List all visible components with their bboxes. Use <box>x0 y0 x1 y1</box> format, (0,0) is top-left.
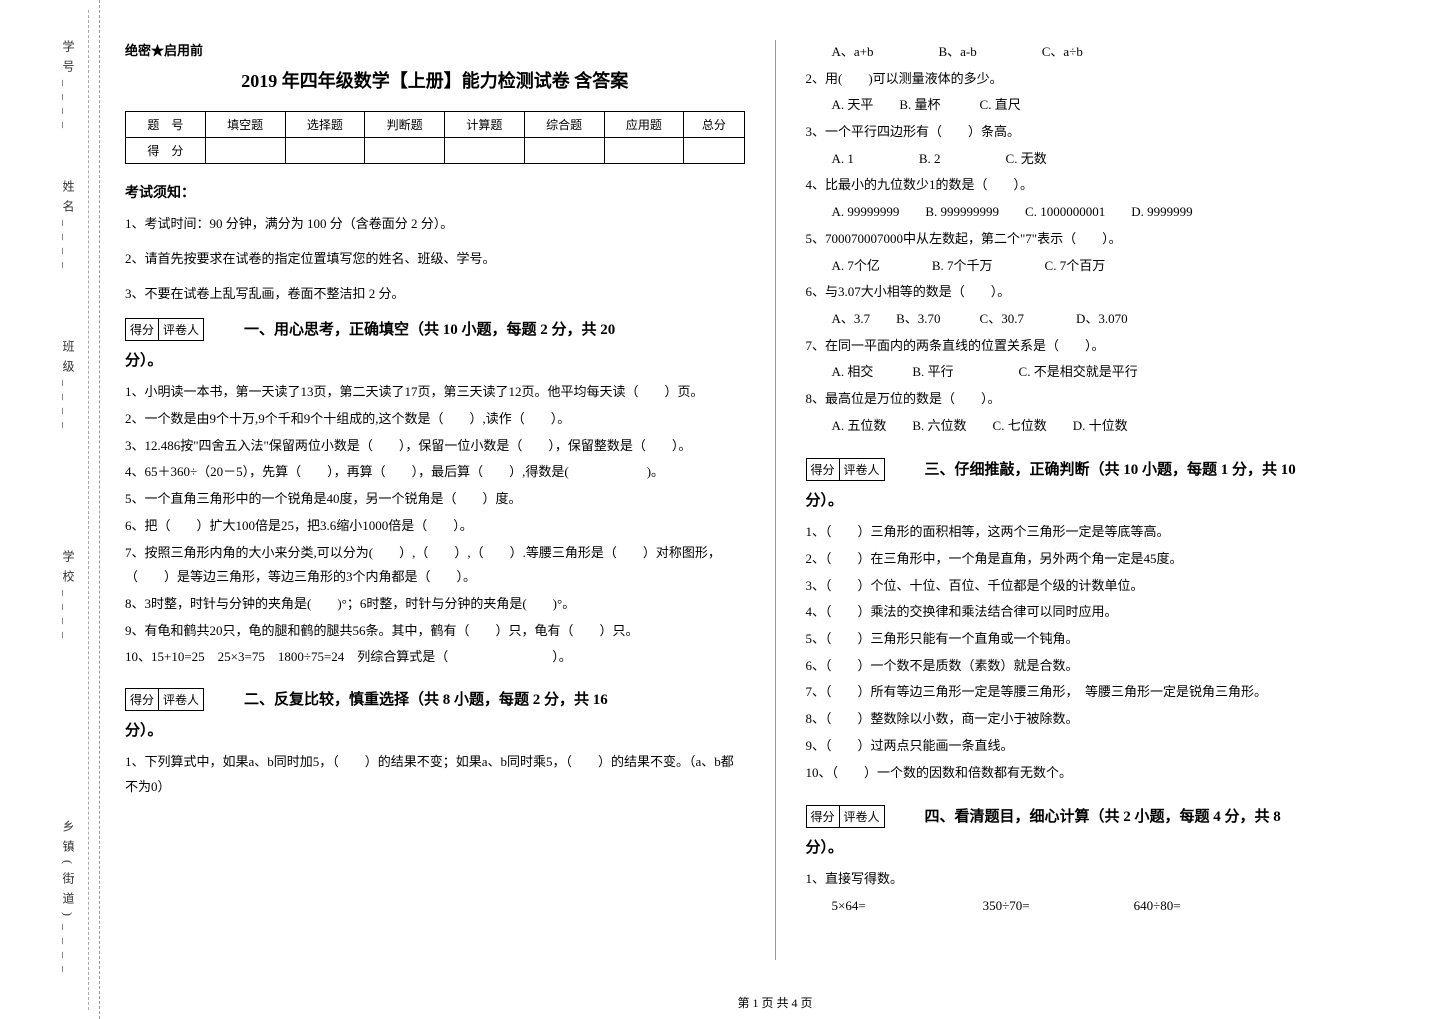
q3-4: 4、（ ）乘法的交换律和乘法结合律可以同时应用。 <box>806 600 1426 625</box>
score-box-left: 得分 <box>126 319 159 340</box>
column-divider <box>775 40 776 960</box>
left-column: 绝密★启用前 2019 年四年级数学【上册】能力检测试卷 含答案 题 号 填空题… <box>125 40 745 960</box>
sidebar-label-id: 学号____ <box>60 40 77 136</box>
q3-1: 1、（ ）三角形的面积相等，这两个三角形一定是等底等高。 <box>806 520 1426 545</box>
section-4-header: 得分 评卷人 四、看清题目，细心计算（共 2 小题，每题 4 分，共 8 <box>806 805 1426 828</box>
score-box-right: 评卷人 <box>159 689 203 710</box>
section-2-header: 得分 评卷人 二、反复比较，慎重选择（共 8 小题，每题 2 分，共 16 <box>125 688 745 711</box>
q2-3-options: A. 1 B. 2 C. 无数 <box>806 147 1426 172</box>
sidebar-label-class: 班级____ <box>60 340 77 436</box>
score-box-left: 得分 <box>807 459 840 480</box>
q3-6: 6、（ ）一个数不是质数（素数）就是合数。 <box>806 654 1426 679</box>
section-1-sub: 分）。 <box>125 349 745 370</box>
q1-1: 1、小明读一本书，第一天读了13页，第二天读了17页，第三天读了12页。他平均每… <box>125 380 745 405</box>
score-header: 综合题 <box>524 112 604 138</box>
score-cell <box>205 138 285 164</box>
score-box: 得分 评卷人 <box>125 318 204 341</box>
sidebar-label-town: 乡镇(街道)____ <box>60 820 77 980</box>
section-3-title: 三、仔细推敲，正确判断（共 10 小题，每题 1 分，共 10 <box>925 458 1425 479</box>
q1-10: 10、15+10=25 25×3=75 1800÷75=24 列综合算式是（ ）… <box>125 645 745 670</box>
section-4-sub: 分）。 <box>806 836 1426 857</box>
score-box-right: 评卷人 <box>840 806 884 827</box>
notice-item: 1、考试时间：90 分钟，满分为 100 分（含卷面分 2 分）。 <box>125 214 745 235</box>
notice-title: 考试须知： <box>125 182 745 202</box>
q4-1: 1、直接写得数。 <box>806 867 1426 892</box>
q2-3: 3、一个平行四边形有（ ）条高。 <box>806 120 1426 145</box>
q2-1-options: A、a+b B、a-b C、a÷b <box>806 40 1426 65</box>
score-box-left: 得分 <box>126 689 159 710</box>
section-4-title: 四、看清题目，细心计算（共 2 小题，每题 4 分，共 8 <box>925 805 1425 826</box>
q1-2: 2、一个数是由9个十万,9个千和9个十组成的,这个数是（ ）,读作（ ）。 <box>125 407 745 432</box>
q2-5-options: A. 7个亿 B. 7个千万 C. 7个百万 <box>806 254 1426 279</box>
q3-9: 9、（ ）过两点只能画一条直线。 <box>806 734 1426 759</box>
q3-8: 8、（ ）整数除以小数，商一定小于被除数。 <box>806 707 1426 732</box>
q2-2: 2、用( )可以测量液体的多少。 <box>806 67 1426 92</box>
sidebar-label-name: 姓名____ <box>60 180 77 276</box>
section-1-header: 得分 评卷人 一、用心思考，正确填空（共 10 小题，每题 2 分，共 20 <box>125 318 745 341</box>
q2-5: 5、700070007000中从左数起，第二个"7"表示（ ）。 <box>806 227 1426 252</box>
score-cell <box>445 138 525 164</box>
score-header: 选择题 <box>285 112 365 138</box>
q2-7-options: A. 相交 B. 平行 C. 不是相交就是平行 <box>806 360 1426 385</box>
q3-5: 5、（ ）三角形只能有一个直角或一个钝角。 <box>806 627 1426 652</box>
q1-5: 5、一个直角三角形中的一个锐角是40度，另一个锐角是（ ）度。 <box>125 487 745 512</box>
score-cell <box>365 138 445 164</box>
score-cell <box>604 138 684 164</box>
score-box: 得分 评卷人 <box>806 805 885 828</box>
score-cell <box>285 138 365 164</box>
fold-line <box>88 10 89 1010</box>
q2-6: 6、与3.07大小相等的数是（ ）。 <box>806 280 1426 305</box>
exam-page: 绝密★启用前 2019 年四年级数学【上册】能力检测试卷 含答案 题 号 填空题… <box>105 0 1445 1019</box>
q2-8: 8、最高位是万位的数是（ ）。 <box>806 387 1426 412</box>
section-2-sub: 分）。 <box>125 719 745 740</box>
score-cell <box>684 138 744 164</box>
section-1-title: 一、用心思考，正确填空（共 10 小题，每题 2 分，共 20 <box>244 318 744 339</box>
score-box: 得分 评卷人 <box>125 688 204 711</box>
section-3-sub: 分）。 <box>806 489 1426 510</box>
q1-6: 6、把（ ）扩大100倍是25，把3.6缩小1000倍是（ ）。 <box>125 514 745 539</box>
page-footer: 第 1 页 共 4 页 <box>105 994 1445 1011</box>
score-header: 计算题 <box>445 112 525 138</box>
exam-title: 2019 年四年级数学【上册】能力检测试卷 含答案 <box>125 67 745 93</box>
q3-3: 3、（ ）个位、十位、百位、千位都是个级的计数单位。 <box>806 574 1426 599</box>
score-box: 得分 评卷人 <box>806 458 885 481</box>
score-header: 应用题 <box>604 112 684 138</box>
q2-4-options: A. 99999999 B. 999999999 C. 1000000001 D… <box>806 200 1426 225</box>
q3-10: 10、（ ）一个数的因数和倍数都有无数个。 <box>806 761 1426 786</box>
q1-4: 4、65＋360÷（20－5），先算（ ），再算（ ），最后算（ ）,得数是( … <box>125 460 745 485</box>
score-header: 题 号 <box>126 112 206 138</box>
q4-1-items: 5×64= 350÷70= 640÷80= <box>806 894 1426 919</box>
score-cell <box>524 138 604 164</box>
q2-7: 7、在同一平面内的两条直线的位置关系是（ ）。 <box>806 334 1426 359</box>
score-row-label: 得 分 <box>126 138 206 164</box>
notice-item: 2、请首先按要求在试卷的指定位置填写您的姓名、班级、学号。 <box>125 249 745 270</box>
score-box-left: 得分 <box>807 806 840 827</box>
q2-1: 1、下列算式中，如果a、b同时加5，（ ）的结果不变；如果a、b同时乘5，（ ）… <box>125 750 745 799</box>
score-box-right: 评卷人 <box>159 319 203 340</box>
q1-3: 3、12.486按"四舍五入法"保留两位小数是（ ），保留一位小数是（ ），保留… <box>125 434 745 459</box>
q2-8-options: A. 五位数 B. 六位数 C. 七位数 D. 十位数 <box>806 414 1426 439</box>
q1-8: 8、3时整，时针与分钟的夹角是( )°；6时整，时针与分钟的夹角是( )°。 <box>125 592 745 617</box>
q1-9: 9、有龟和鹤共20只，龟的腿和鹤的腿共56条。其中，鹤有（ ）只，龟有（ ）只。 <box>125 619 745 644</box>
notice-item: 3、不要在试卷上乱写乱画，卷面不整洁扣 2 分。 <box>125 284 745 305</box>
q2-6-options: A、3.7 B、3.70 C、30.7 D、3.070 <box>806 307 1426 332</box>
q3-2: 2、（ ）在三角形中，一个角是直角，另外两个角一定是45度。 <box>806 547 1426 572</box>
q1-7: 7、按照三角形内角的大小来分类,可以分为( ）,（ ）,（ ）.等腰三角形是（ … <box>125 541 745 590</box>
sidebar-label-school: 学校____ <box>60 550 77 646</box>
score-table: 题 号 填空题 选择题 判断题 计算题 综合题 应用题 总分 得 分 <box>125 111 745 164</box>
section-2-title: 二、反复比较，慎重选择（共 8 小题，每题 2 分，共 16 <box>244 688 744 709</box>
right-column: A、a+b B、a-b C、a÷b 2、用( )可以测量液体的多少。 A. 天平… <box>806 40 1426 960</box>
score-header: 总分 <box>684 112 744 138</box>
q2-4: 4、比最小的九位数少1的数是（ ）。 <box>806 173 1426 198</box>
score-box-right: 评卷人 <box>840 459 884 480</box>
secret-label: 绝密★启用前 <box>125 40 745 59</box>
sidebar: 学号____ 姓名____ 班级____ 学校____ 乡镇(街道)____ <box>0 0 100 1019</box>
q2-2-options: A. 天平 B. 量杯 C. 直尺 <box>806 93 1426 118</box>
score-header: 填空题 <box>205 112 285 138</box>
score-header: 判断题 <box>365 112 445 138</box>
q3-7: 7、（ ）所有等边三角形一定是等腰三角形， 等腰三角形一定是锐角三角形。 <box>806 680 1426 705</box>
section-3-header: 得分 评卷人 三、仔细推敲，正确判断（共 10 小题，每题 1 分，共 10 <box>806 458 1426 481</box>
